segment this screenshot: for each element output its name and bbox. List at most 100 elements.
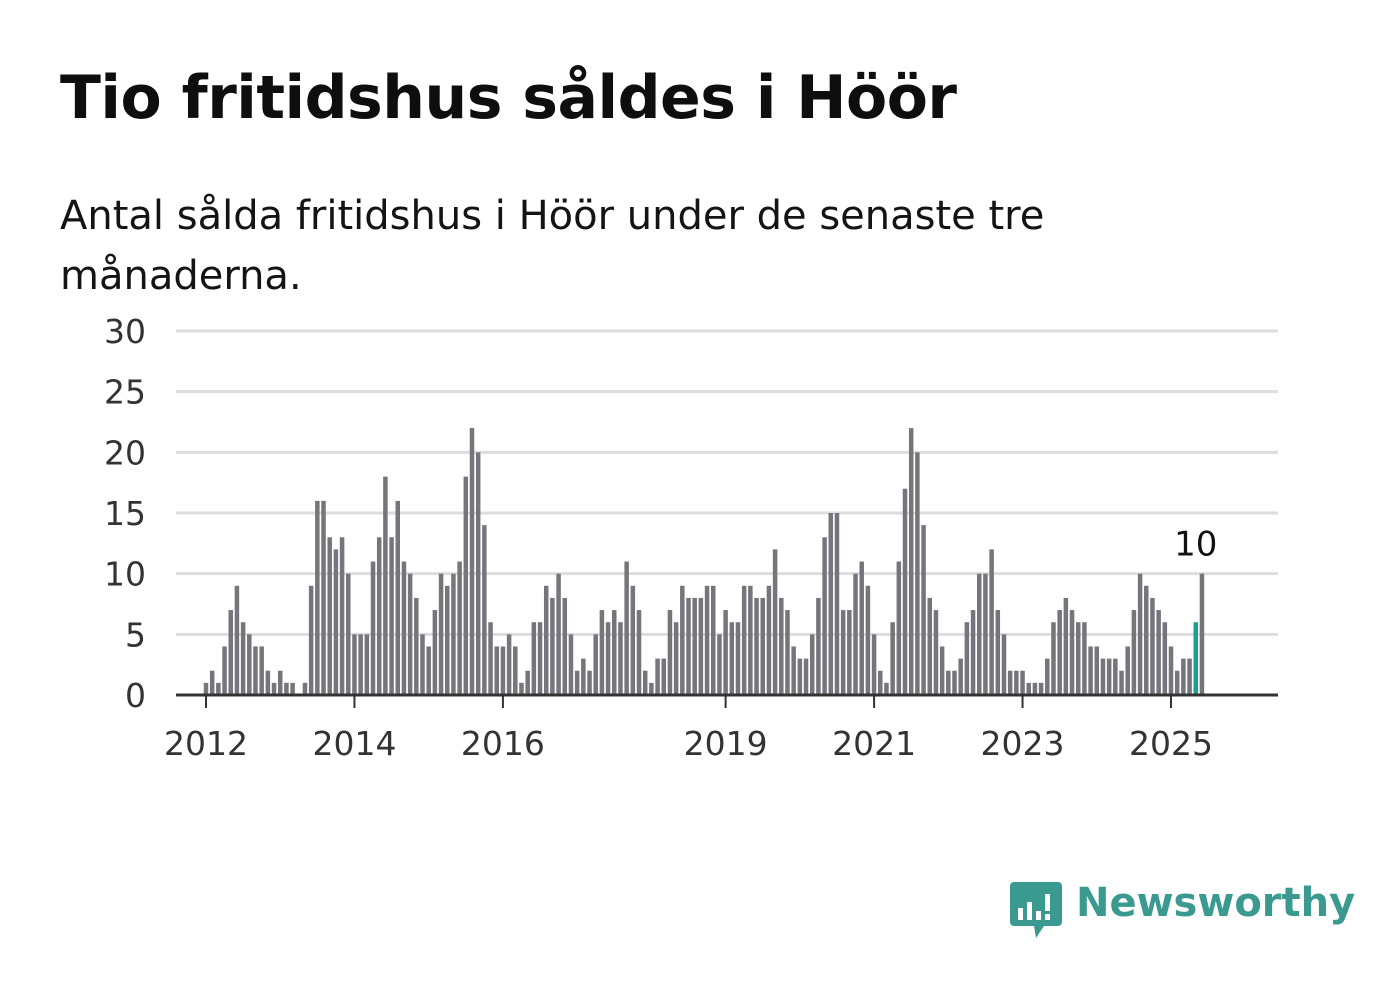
bar xyxy=(1131,610,1137,695)
bar xyxy=(500,646,506,695)
y-tick-label: 0 xyxy=(125,676,146,715)
bar xyxy=(933,610,939,695)
bar xyxy=(364,634,370,695)
bar xyxy=(358,634,363,695)
bar xyxy=(568,634,574,695)
bar xyxy=(1137,573,1143,695)
bar xyxy=(1119,670,1124,695)
bar xyxy=(754,597,759,695)
bar xyxy=(1032,682,1038,695)
bar xyxy=(865,585,871,695)
bar xyxy=(927,597,933,695)
bar xyxy=(822,537,827,695)
bar xyxy=(599,610,605,695)
bar xyxy=(661,658,667,695)
bar xyxy=(1125,646,1130,695)
bar xyxy=(890,622,895,695)
bar xyxy=(259,646,264,695)
bar xyxy=(785,610,790,695)
bar xyxy=(228,610,233,695)
bar xyxy=(593,634,598,695)
bar xyxy=(673,622,679,695)
bar xyxy=(234,585,240,695)
bar xyxy=(209,670,215,695)
bar xyxy=(976,573,982,695)
x-tick-label: 2023 xyxy=(981,724,1065,763)
bar xyxy=(983,573,988,695)
bar xyxy=(407,573,413,695)
bar xyxy=(457,561,462,695)
bar xyxy=(1144,585,1149,695)
bar xyxy=(1014,670,1019,695)
bar xyxy=(444,585,450,695)
bar xyxy=(710,585,716,695)
bar xyxy=(383,476,388,695)
bar xyxy=(809,634,815,695)
bar xyxy=(1199,573,1205,695)
bar xyxy=(859,561,864,695)
bar xyxy=(760,597,765,695)
bar xyxy=(1100,658,1106,695)
bar xyxy=(1045,658,1050,695)
bar xyxy=(803,658,809,695)
bar xyxy=(494,646,499,695)
bar xyxy=(723,610,728,695)
bar xyxy=(506,634,512,695)
bar xyxy=(346,573,351,695)
bar xyxy=(488,622,493,695)
bar xyxy=(401,561,407,695)
bar xyxy=(605,622,611,695)
bar xyxy=(667,610,673,695)
bar xyxy=(797,658,803,695)
bar xyxy=(463,476,469,695)
bar xyxy=(1187,658,1192,695)
bar xyxy=(519,682,524,695)
bar xyxy=(1150,597,1155,695)
bar xyxy=(1088,646,1093,695)
x-tick-label: 2014 xyxy=(312,724,396,763)
bar xyxy=(921,525,926,695)
y-tick-label: 5 xyxy=(125,615,146,654)
bar xyxy=(636,610,642,695)
bar xyxy=(420,634,425,695)
bar xyxy=(587,670,592,695)
bar xyxy=(277,670,283,695)
bar xyxy=(840,610,846,695)
bar xyxy=(680,585,685,695)
bar xyxy=(655,658,660,695)
y-tick-label: 20 xyxy=(104,433,146,472)
bar xyxy=(370,561,376,695)
bar xyxy=(438,573,444,695)
bar xyxy=(908,428,914,695)
bar xyxy=(741,585,747,695)
bar xyxy=(698,597,704,695)
bar xyxy=(1007,670,1013,695)
bar xyxy=(1181,658,1186,695)
highlight-value-label: 10 xyxy=(1174,525,1217,565)
newsworthy-logo: Newsworthy xyxy=(1010,880,1355,940)
chart-title: Tio fritidshus såldes i Höör xyxy=(60,63,957,133)
highlight-bar xyxy=(1193,622,1199,695)
bar xyxy=(612,610,617,695)
bar xyxy=(222,646,227,695)
bar xyxy=(426,646,431,695)
bar xyxy=(772,549,778,695)
bar xyxy=(791,646,796,695)
bar xyxy=(946,670,951,695)
bar xyxy=(240,622,246,695)
bar xyxy=(630,585,636,695)
y-tick-label: 10 xyxy=(104,555,146,594)
x-tick-label: 2016 xyxy=(461,724,545,763)
bar xyxy=(871,634,877,695)
bar xyxy=(581,658,586,695)
bar xyxy=(395,500,401,695)
bar xyxy=(315,500,320,695)
y-tick-label: 15 xyxy=(104,494,146,533)
bar xyxy=(748,585,753,695)
bar xyxy=(1069,610,1075,695)
bar xyxy=(642,670,648,695)
bar xyxy=(853,573,858,695)
bar xyxy=(1156,610,1161,695)
bar xyxy=(1082,622,1087,695)
